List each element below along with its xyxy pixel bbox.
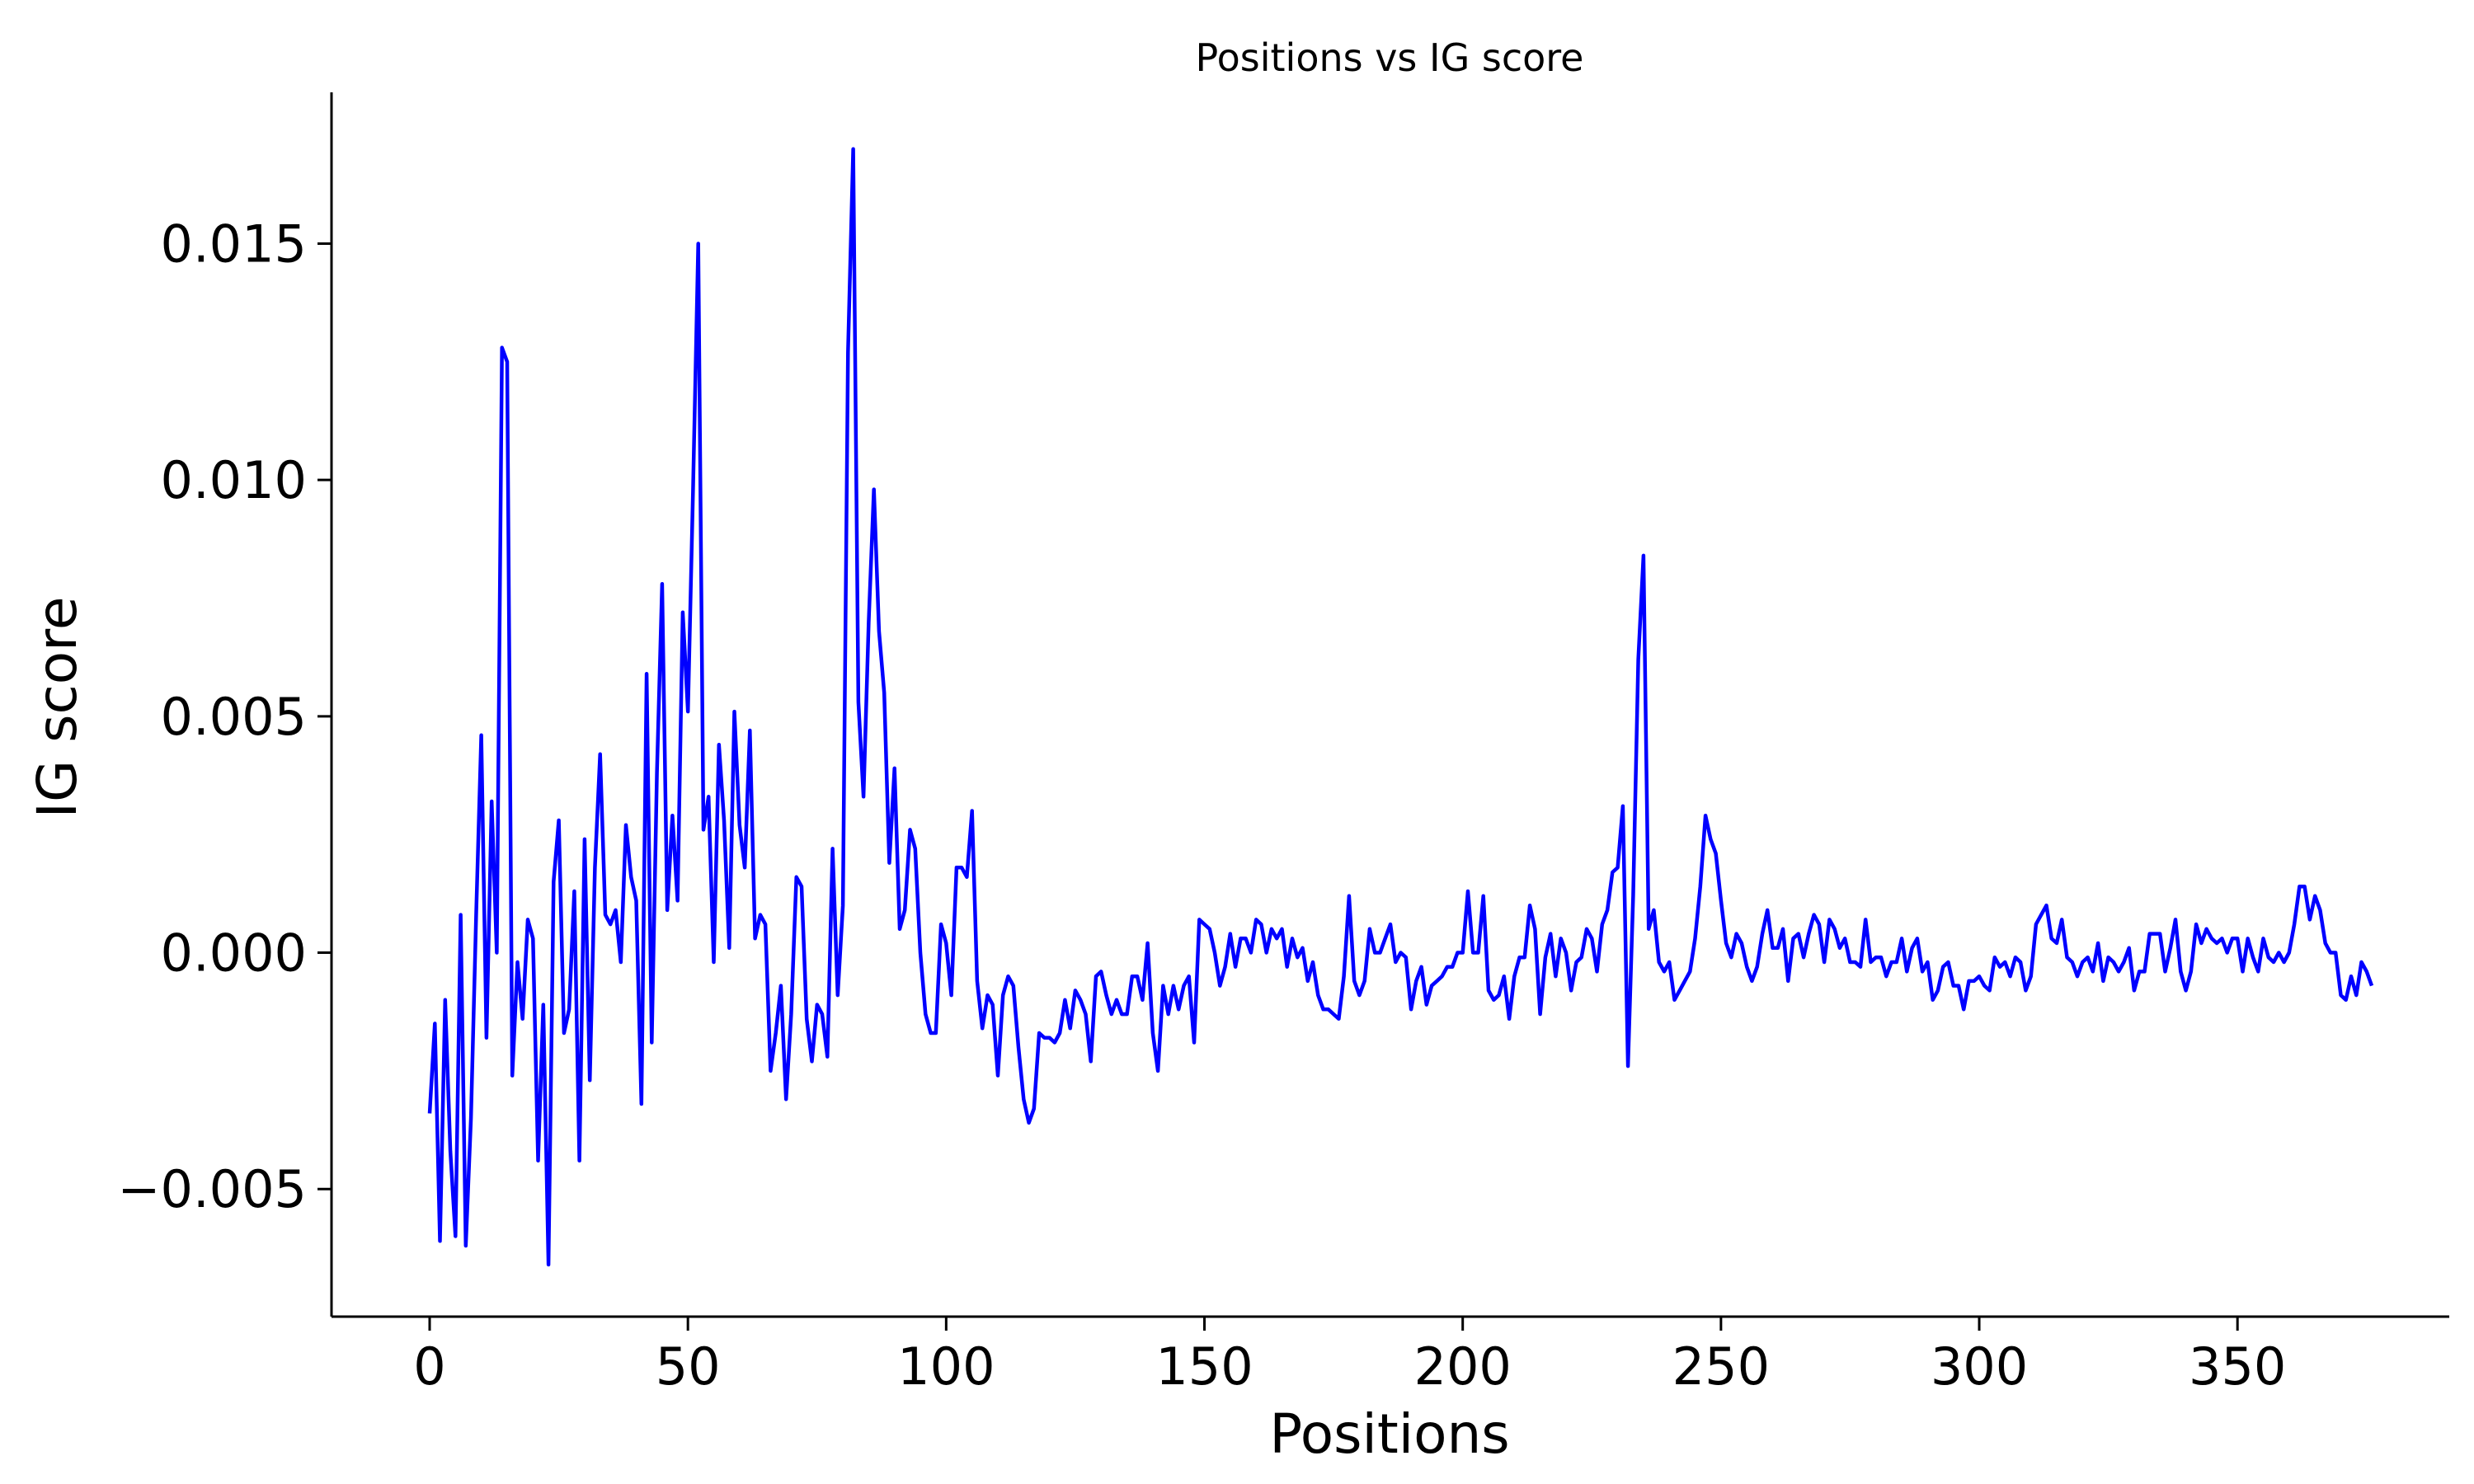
x-tick-label: 0: [413, 1336, 445, 1397]
series-line: [427, 147, 2374, 1267]
y-tick-label: −0.005: [118, 1159, 307, 1219]
y-axis-ticks: −0.005 0.000 0.005 0.010 0.015: [118, 214, 332, 1219]
x-axis-ticks: 0 50 100 150 200 250 300 350: [413, 1317, 2286, 1397]
x-tick-label: 50: [656, 1336, 721, 1397]
x-tick-label: 100: [897, 1336, 995, 1397]
y-tick-label: 0.005: [161, 687, 308, 747]
x-tick-label: 250: [1672, 1336, 1770, 1397]
x-axis-label: Positions: [1269, 1402, 1509, 1466]
y-tick-label: 0.015: [161, 214, 308, 274]
x-tick-label: 350: [2189, 1336, 2286, 1397]
x-tick-label: 200: [1414, 1336, 1512, 1397]
y-axis-label: IG score: [26, 597, 89, 819]
x-tick-label: 150: [1155, 1336, 1253, 1397]
y-tick-label: 0.010: [161, 450, 308, 510]
chart-title: Positions vs IG score: [1196, 35, 1584, 80]
series-layer: [427, 147, 2374, 1267]
y-tick-label: 0.000: [161, 923, 308, 984]
x-tick-label: 300: [1931, 1336, 2028, 1397]
